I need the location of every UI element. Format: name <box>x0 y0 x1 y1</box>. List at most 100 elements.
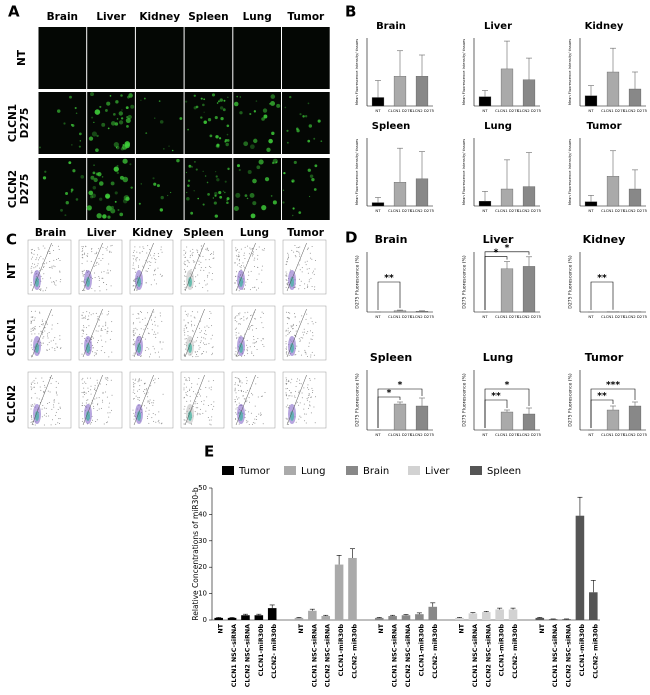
y-axis-label-text: Mean Fluorescence Intensity/ tissues <box>568 139 572 205</box>
flow-event <box>307 247 309 249</box>
flow-event <box>252 329 254 331</box>
flow-event <box>153 333 155 335</box>
fluorescence-spot <box>79 140 82 142</box>
flow-event <box>285 341 287 343</box>
flow-event <box>244 284 246 286</box>
chart-title: Brain <box>376 21 406 32</box>
flow-event <box>147 268 149 270</box>
flow-event <box>81 251 83 253</box>
flow-event <box>139 259 141 261</box>
flow-event <box>306 268 308 270</box>
flow-event <box>106 249 108 251</box>
flow-event <box>253 339 255 341</box>
flow-event <box>246 317 248 319</box>
flow-event <box>203 403 205 405</box>
flow-event <box>255 342 257 344</box>
flow-event <box>45 412 47 414</box>
flow-event <box>41 269 43 271</box>
flow-event <box>105 391 107 393</box>
flow-event <box>307 331 309 333</box>
x-tick-label-text: CLCN1-miR30b <box>338 624 345 677</box>
flow-event <box>287 257 289 259</box>
flow-event <box>83 252 85 254</box>
flow-event <box>102 401 104 403</box>
flow-event <box>133 335 135 337</box>
flow-event <box>33 386 35 388</box>
flow-event <box>81 254 83 256</box>
flow-event <box>248 411 250 413</box>
flow-event <box>183 397 185 399</box>
flow-event <box>244 398 246 400</box>
flow-event <box>42 258 44 260</box>
flow-event <box>288 389 290 391</box>
flow-event <box>134 271 136 273</box>
flow-event <box>237 378 239 380</box>
flow-event <box>194 403 196 405</box>
legend-label: Tumor <box>238 466 271 477</box>
x-tick-label: CLCN1 D275 <box>495 314 520 319</box>
significance-label: * <box>398 381 403 391</box>
flow-event <box>50 277 52 279</box>
flow-event <box>134 414 136 416</box>
flow-event <box>133 344 135 346</box>
flow-event <box>185 348 187 350</box>
flow-event <box>211 253 213 255</box>
fluorescence-spot <box>187 179 191 182</box>
fluorescence-spot <box>215 135 219 138</box>
significance-bracket <box>377 281 401 310</box>
flow-event <box>91 351 93 353</box>
fluorescence-spot <box>153 182 157 186</box>
flow-event <box>243 288 245 290</box>
flow-event <box>191 253 193 255</box>
flow-event <box>144 382 146 384</box>
flow-event <box>107 269 109 271</box>
flow-event <box>54 337 56 339</box>
panel-label: D <box>345 229 357 247</box>
significance-label: ** <box>597 274 607 284</box>
flow-event <box>246 380 248 382</box>
flow-event <box>42 245 44 247</box>
flow-event <box>307 384 309 386</box>
flow-event <box>132 331 134 333</box>
fluorescence-spot <box>110 181 115 186</box>
gate <box>286 374 307 426</box>
flow-event <box>102 325 104 327</box>
legend-label: Lung <box>301 466 325 477</box>
flow-event <box>184 252 186 254</box>
flow-event <box>149 254 151 256</box>
x-tick-label: CLCN2- miR30b <box>512 624 519 679</box>
flow-event <box>98 279 100 281</box>
fluorescence-spot <box>320 140 323 143</box>
flow-event <box>195 356 197 358</box>
flow-event <box>99 319 101 321</box>
flow-event <box>311 339 313 341</box>
flow-event <box>241 355 243 357</box>
flow-event <box>133 418 135 420</box>
legend-swatch <box>284 466 296 475</box>
row-label-line: CLCN1 <box>7 104 19 142</box>
y-axis-label-text: Relative Concentrations of miR30-b <box>191 487 200 620</box>
flow-event <box>311 387 313 389</box>
flow-event <box>94 253 96 255</box>
flow-event <box>132 382 134 384</box>
flow-event <box>238 256 240 258</box>
flow-event <box>238 332 240 334</box>
flow-event <box>81 329 83 331</box>
chart-title: Liver <box>483 233 514 246</box>
bar <box>522 79 536 107</box>
flow-event <box>44 386 46 388</box>
x-tick-label-text: NT <box>539 623 546 633</box>
flow-event <box>311 245 313 247</box>
flow-event <box>96 379 98 381</box>
flow-event <box>31 333 33 335</box>
flow-event <box>184 338 186 340</box>
flow-event <box>85 402 87 404</box>
flow-event <box>196 353 198 355</box>
fluorescence-spot <box>195 105 199 109</box>
flow-event <box>106 272 108 274</box>
flow-event <box>309 379 311 381</box>
flow-event <box>151 323 153 325</box>
flow-event <box>298 288 300 290</box>
flow-event <box>133 385 135 387</box>
flow-event <box>204 326 206 328</box>
